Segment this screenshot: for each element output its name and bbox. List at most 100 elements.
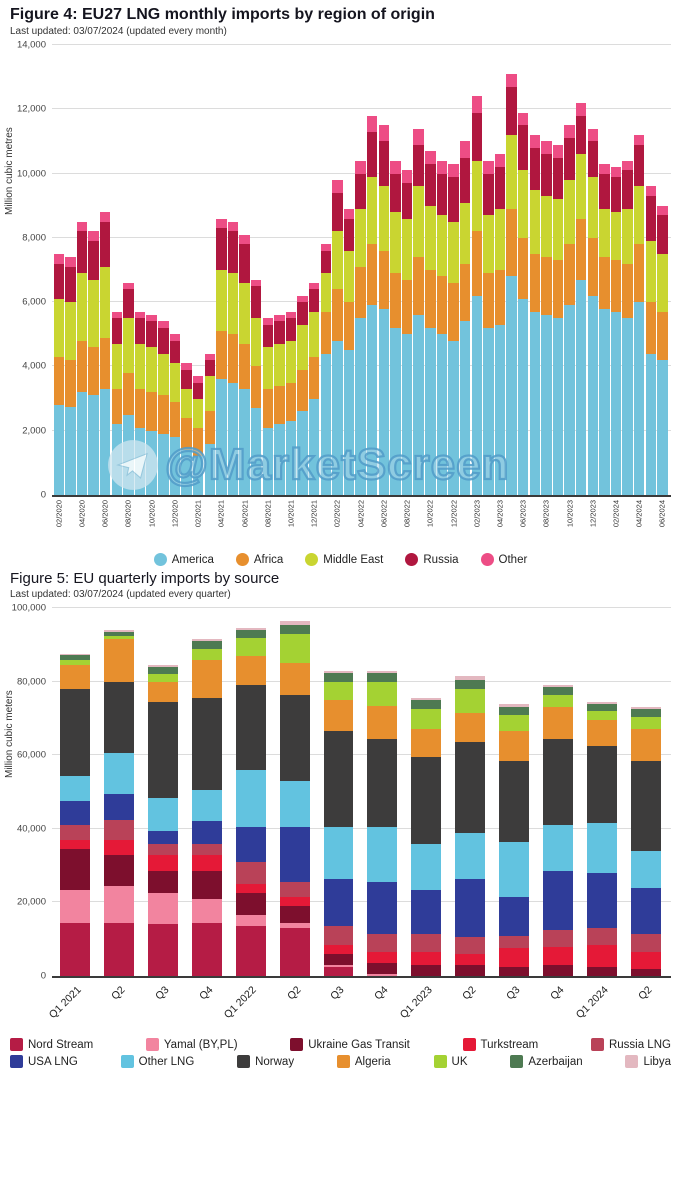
bar-segment-middle-east (436, 215, 448, 277)
bar-segment-middle-east (169, 363, 181, 402)
legend-swatch-icon (336, 1055, 350, 1068)
x-tick: 02/2020 (53, 497, 65, 545)
bar-Q4 (367, 608, 398, 976)
legend-swatch-icon (590, 1038, 604, 1051)
bar-segment-africa (100, 337, 111, 389)
bar-segment-middle-east (355, 208, 366, 267)
bar-segment-algeria (499, 731, 530, 761)
x-tick (65, 497, 77, 545)
legend-swatch-icon (120, 1055, 134, 1068)
x-tick-label: 08/2022 (402, 500, 412, 528)
bar-segment-america (158, 433, 169, 495)
bar-segment-libya (103, 630, 134, 632)
bar-segment-america (517, 298, 529, 495)
bar-segment-turkstream (499, 948, 530, 967)
x-tick-label: 06/2020 (100, 500, 110, 528)
bar-segment-america (134, 427, 146, 495)
bar-segment-america (181, 450, 192, 495)
x-tick-label: Q3 (328, 984, 347, 1003)
x-tick (575, 497, 587, 545)
bar-segment-africa (378, 250, 390, 309)
legend-label: Middle East (323, 553, 384, 566)
bar-segment-other (320, 244, 332, 251)
x-tick: Q4 (360, 978, 404, 1030)
bar-12-2022 (448, 45, 459, 495)
bar-segment-libya (587, 701, 617, 704)
x-tick (274, 497, 286, 545)
bar-segment-africa (494, 270, 506, 325)
bar-segment-africa (53, 356, 65, 405)
bar-segment-middle-east (576, 154, 587, 219)
bar-segment-america (541, 315, 552, 495)
x-tick (320, 497, 332, 545)
bar-segment-america (309, 398, 320, 495)
bar-segment-africa (111, 388, 123, 425)
bar-segment-russia-lng (499, 935, 530, 949)
bar-segment-russia (297, 302, 308, 325)
bar-segment-middle-east (657, 253, 668, 312)
bar-11-2021 (297, 45, 308, 495)
bar-segment-middle-east (239, 282, 250, 344)
bar-segment-other (88, 231, 99, 242)
x-tick: 12/2021 (308, 497, 320, 545)
x-tick-label: Q1 2021 (46, 984, 84, 1021)
y-tick-label: 80,000 (16, 676, 46, 688)
x-tick-label: Q4 (372, 984, 391, 1003)
bar-segment-uk (455, 689, 486, 713)
x-tick-label: Q2 (108, 984, 128, 1003)
bar-segment-russia (622, 170, 633, 209)
bar-segment-uk (543, 694, 574, 708)
bar-segment-turkstream (630, 952, 661, 969)
bar-11-2020 (158, 45, 169, 495)
bar-segment-middle-east (146, 347, 157, 393)
bar-segment-yamal-by-pl- (147, 893, 178, 925)
bar-segment-russia (343, 218, 355, 251)
x-tick (552, 497, 564, 545)
bar-segment-russia-lng (60, 825, 90, 840)
bar-12-2020 (169, 45, 181, 495)
x-tick (111, 497, 123, 545)
bar-segment-other (541, 141, 552, 155)
bar-segment-russia-lng (191, 843, 222, 855)
bar-segment-africa (448, 282, 459, 341)
x-tick: 08/2023 (541, 497, 553, 545)
bar-segment-libya (279, 620, 310, 625)
bar-segment-russia (250, 286, 262, 319)
legend-label: Norway (255, 1055, 295, 1068)
bar-segment-russia (425, 163, 436, 206)
figure5-plot-area (52, 607, 671, 978)
x-tick (459, 497, 471, 545)
y-tick-label: 4,000 (22, 360, 46, 372)
legend-item-middle-east: Middle East (305, 553, 383, 566)
bar-segment-russia (320, 250, 332, 274)
bar-segment-other (169, 334, 181, 341)
bar-segment-middle-east (599, 208, 610, 258)
bar-segment-other (134, 311, 146, 319)
bar-segment-other (425, 151, 436, 164)
bar-segment-middle-east (227, 273, 239, 335)
bar-07-2020 (111, 45, 123, 495)
x-tick: 06/2022 (378, 497, 390, 545)
bar-Q2 (279, 608, 310, 976)
x-tick: 02/2022 (332, 497, 344, 545)
bar-segment-other-lng (411, 843, 442, 890)
bar-segment-other (645, 186, 657, 197)
bar-06-2020 (100, 45, 111, 495)
x-tick-label: Q1 2022 (222, 984, 260, 1021)
x-tick (297, 497, 309, 545)
bar-segment-yamal-by-pl- (60, 889, 90, 923)
bar-segment-america (564, 305, 575, 495)
bar-segment-america (274, 424, 285, 495)
gridline (52, 680, 671, 682)
bar-08-2023 (541, 45, 552, 495)
bar-segment-russia (123, 289, 134, 319)
bar-segment-yamal-by-pl- (367, 974, 398, 976)
figure5-y-axis: 0 20,000 40,000 60,000 80,000 100,000 (10, 603, 52, 982)
x-tick: 06/2021 (239, 497, 251, 545)
bar-11-2023 (576, 45, 587, 495)
legend-item-uk: UK (433, 1055, 468, 1068)
bar-segment-middle-east (378, 186, 390, 251)
bar-segment-other (517, 112, 529, 126)
bar-segment-russia (216, 228, 227, 271)
x-tick: 12/2020 (169, 497, 181, 545)
